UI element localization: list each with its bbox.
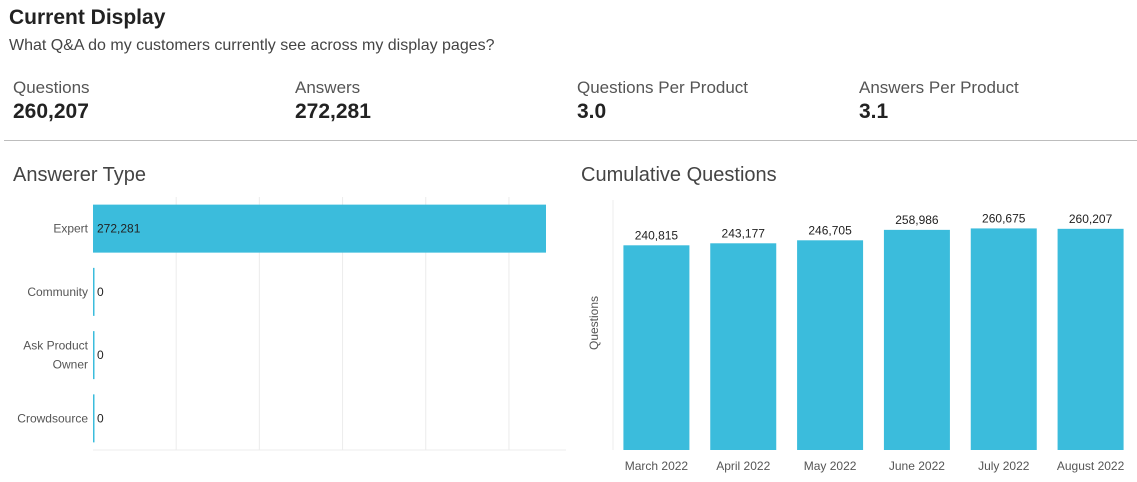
bar-value-label: 260,207	[1069, 212, 1113, 226]
bar-month-4[interactable]	[970, 228, 1037, 450]
bar-value-label: 258,986	[895, 213, 939, 227]
bar-value-label: 246,705	[808, 223, 852, 237]
bar-answerer-0[interactable]	[93, 204, 546, 253]
bar-value-label: 0	[97, 348, 104, 362]
kpi-questions-per-product-value: 3.0	[577, 100, 607, 123]
x-tick-label: June 2022	[889, 459, 945, 473]
kpi-questions: Questions 260,207	[13, 78, 90, 124]
bar-month-1[interactable]	[710, 243, 777, 450]
bar-answerer-3[interactable]	[93, 394, 95, 443]
page-title: Current Display	[9, 6, 166, 29]
x-tick-label: July 2022	[978, 459, 1030, 473]
bar-month-0[interactable]	[623, 245, 690, 450]
bar-answerer-2[interactable]	[93, 331, 95, 380]
x-tick-label: April 2022	[716, 459, 770, 473]
kpi-questions-per-product-label: Questions Per Product	[577, 78, 749, 97]
category-label: Ask Product	[23, 339, 88, 353]
x-tick-label: May 2022	[804, 459, 857, 473]
category-label: Crowdsource	[17, 411, 88, 425]
kpi-divider	[4, 140, 1137, 141]
bar-value-label: 272,281	[97, 222, 141, 236]
category-label: Owner	[53, 358, 88, 372]
bar-value-label: 0	[97, 285, 104, 299]
bar-value-label: 243,177	[722, 226, 766, 240]
bar-value-label: 240,815	[635, 228, 679, 242]
bar-answerer-1[interactable]	[93, 267, 95, 316]
x-tick-label: March 2022	[625, 459, 689, 473]
bar-month-5[interactable]	[1057, 228, 1124, 450]
kpi-answers-per-product: Answers Per Product 3.1	[859, 78, 1019, 124]
kpi-answers: Answers 272,281	[295, 78, 371, 124]
kpi-answers-label: Answers	[295, 78, 361, 97]
category-label: Community	[27, 285, 88, 299]
bar-value-label: 0	[97, 411, 104, 425]
cumulative-questions-title: Cumulative Questions	[581, 164, 777, 186]
page-subtitle: What Q&A do my customers currently see a…	[9, 37, 495, 54]
kpi-questions-label: Questions	[13, 78, 90, 97]
bar-month-3[interactable]	[883, 229, 950, 450]
kpi-questions-value: 260,207	[13, 100, 89, 123]
kpi-answers-per-product-value: 3.1	[859, 100, 889, 123]
y-axis-label: Questions	[587, 296, 601, 350]
kpi-answers-per-product-label: Answers Per Product	[859, 78, 1019, 97]
kpi-questions-per-product: Questions Per Product 3.0	[577, 78, 748, 124]
bar-month-2[interactable]	[797, 240, 864, 450]
bar-value-label: 260,675	[982, 211, 1026, 225]
answerer-type-title: Answerer Type	[13, 164, 147, 186]
x-tick-label: August 2022	[1057, 459, 1125, 473]
kpi-answers-value: 272,281	[295, 100, 371, 123]
category-label: Expert	[53, 222, 88, 236]
